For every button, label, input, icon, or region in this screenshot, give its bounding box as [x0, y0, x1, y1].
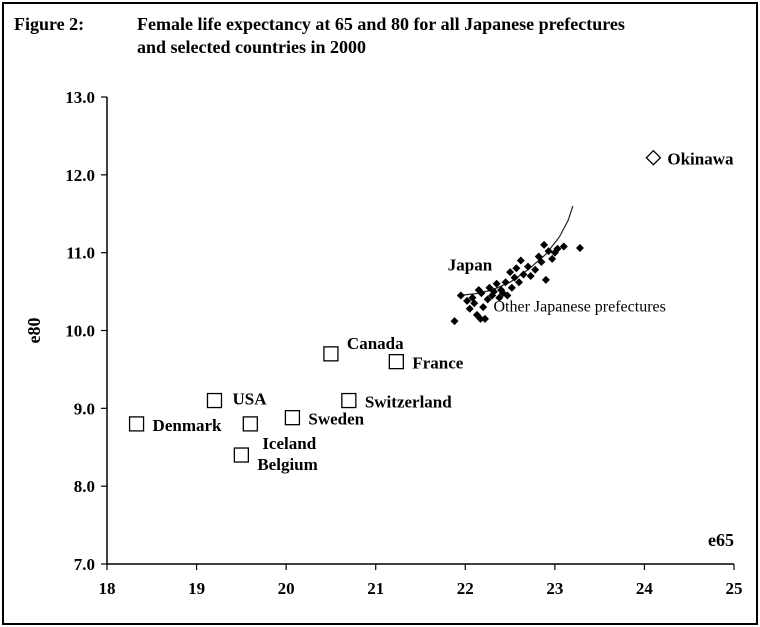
marker-iceland: [242, 416, 258, 432]
prefecture-point: [510, 273, 519, 282]
point-label-canada: Canada: [347, 334, 404, 353]
prefecture-point: [544, 247, 553, 256]
x-axis-label: e65: [708, 530, 734, 550]
marker-canada: [323, 346, 339, 362]
figure-title-line1: Female life expectancy at 65 and 80 for …: [137, 14, 625, 34]
prefecture-point: [503, 291, 512, 300]
point-label-denmark: Denmark: [153, 416, 222, 435]
prefecture-point: [463, 296, 472, 305]
x-tick-label: 19: [188, 579, 205, 598]
y-axis-label: e80: [24, 318, 44, 344]
prefecture-point: [465, 304, 474, 313]
prefecture-point: [531, 265, 540, 274]
annotation-japan: Japan: [448, 255, 493, 274]
prefecture-point: [523, 262, 532, 271]
prefecture-point: [450, 317, 459, 326]
marker-france: [388, 353, 404, 370]
point-label-usa: USA: [232, 390, 267, 409]
prefecture-point: [470, 299, 479, 308]
point-label-belgium: Belgium: [257, 455, 317, 474]
y-tick-label: 12.0: [65, 166, 95, 185]
prefecture-point: [479, 303, 488, 312]
prefecture-point: [495, 293, 504, 302]
y-tick-label: 9.0: [74, 399, 95, 418]
prefecture-point: [506, 268, 515, 277]
prefecture-point: [548, 254, 557, 263]
marker-sweden: [284, 410, 301, 426]
y-tick-label: 10.0: [65, 322, 95, 341]
prefecture-point: [540, 240, 549, 249]
prefecture-point: [575, 243, 584, 252]
prefecture-point: [483, 295, 492, 304]
x-tick-label: 20: [278, 579, 295, 598]
prefecture-point: [516, 256, 525, 265]
prefecture-point: [507, 283, 516, 292]
prefecture-point: [501, 278, 510, 287]
prefecture-point: [541, 275, 550, 284]
y-tick-label: 11.0: [66, 244, 95, 263]
y-tick-label: 8.0: [74, 477, 95, 496]
prefecture-point: [526, 272, 535, 281]
y-tick-label: 7.0: [74, 555, 95, 574]
annotation-other-prefectures: Other Japanese prefectures: [494, 298, 666, 315]
marker-belgium: [233, 447, 250, 463]
prefecture-point: [515, 278, 524, 287]
point-label-okinawa: Okinawa: [667, 150, 734, 169]
prefecture-point: [492, 279, 501, 288]
prefecture-point: [553, 244, 562, 253]
x-tick-label: 18: [99, 579, 116, 598]
x-tick-label: 21: [367, 579, 384, 598]
prefecture-point: [512, 264, 521, 273]
marker-switzerland: [341, 392, 357, 409]
prefecture-point: [519, 270, 528, 279]
point-label-switzerland: Switzerland: [365, 393, 452, 412]
figure-label: Figure 2:: [14, 14, 85, 34]
prefecture-point: [534, 252, 543, 261]
prefecture-point: [477, 289, 486, 298]
prefecture-point: [456, 291, 465, 300]
x-tick-label: 23: [546, 579, 563, 598]
prefecture-point: [485, 283, 494, 292]
x-tick-label: 22: [457, 579, 474, 598]
point-label-iceland: Iceland: [262, 434, 316, 453]
marker-usa: [206, 392, 223, 409]
point-label-france: France: [412, 354, 463, 373]
prefecture-point: [480, 314, 489, 323]
x-tick-label: 25: [726, 579, 743, 598]
figure-title-line2: and selected countries in 2000: [137, 37, 366, 57]
point-label-sweden: Sweden: [308, 410, 364, 429]
x-tick-label: 24: [636, 579, 654, 598]
prefecture-point: [489, 287, 498, 296]
marker-okinawa: [645, 149, 662, 166]
prefecture-point: [476, 314, 485, 323]
prefecture-point: [537, 258, 546, 267]
marker-denmark: [128, 416, 145, 432]
y-tick-label: 13.0: [65, 88, 95, 107]
prefecture-point: [559, 242, 568, 251]
